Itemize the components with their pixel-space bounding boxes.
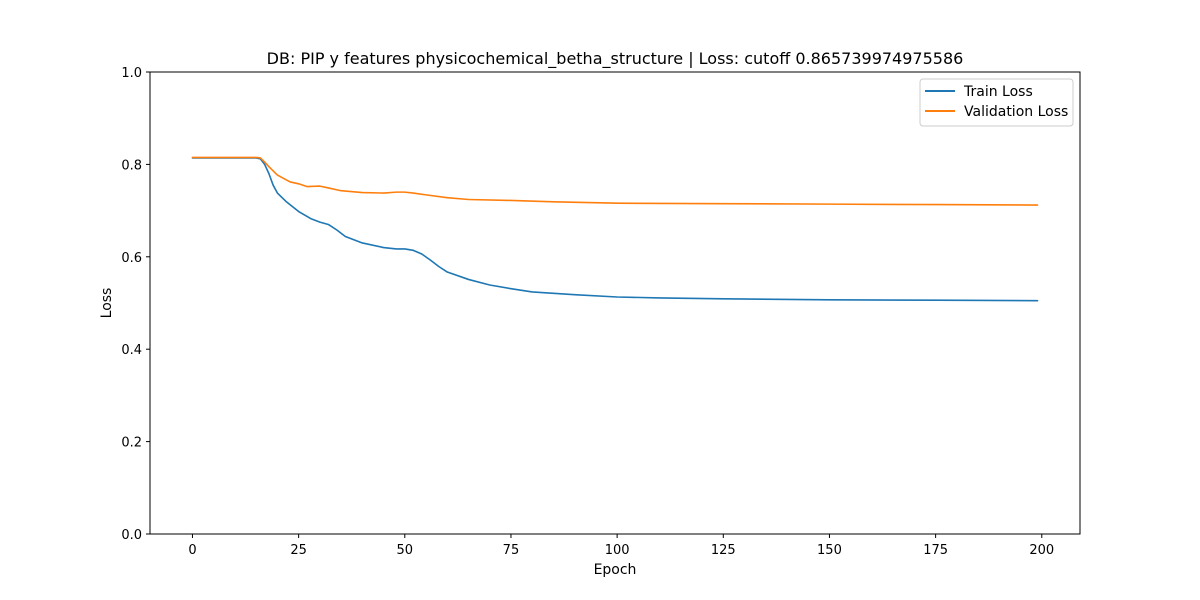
x-tick-label: 50 [397, 543, 414, 558]
y-tick-label: 0.4 [121, 343, 142, 358]
y-tick-label: 1.0 [121, 66, 142, 81]
y-tick-label: 0.6 [121, 251, 142, 266]
y-axis-ticks: 0.0 0.2 0.4 0.6 0.8 1.0 [121, 66, 150, 543]
y-tick-label: 0.2 [121, 436, 142, 451]
chart-title: DB: PIP y features physicochemical_betha… [267, 49, 964, 69]
x-tick-label: 150 [817, 543, 842, 558]
x-tick-label: 200 [1029, 543, 1054, 558]
legend-label-train: Train Loss [963, 84, 1033, 100]
legend-box [919, 78, 1074, 127]
x-tick-label: 175 [923, 543, 948, 558]
series-line-validation-loss [191, 156, 1039, 206]
legend-label-validation: Validation Loss [964, 104, 1068, 120]
y-tick-label: 0.8 [121, 158, 142, 173]
x-axis-label: Epoch [594, 562, 637, 578]
y-tick-label: 0.0 [121, 528, 142, 543]
x-tick-label: 75 [503, 543, 520, 558]
x-tick-label: 125 [711, 543, 736, 558]
series-line-train-loss [191, 157, 1039, 302]
plot-frame [149, 71, 1081, 535]
x-axis-ticks: 0 25 50 75 100 125 150 175 200 [188, 534, 1054, 558]
plot-lines [191, 156, 1039, 302]
y-axis-label: Loss [99, 288, 115, 319]
x-tick-label: 0 [188, 543, 196, 558]
x-tick-label: 100 [605, 543, 630, 558]
x-tick-label: 25 [290, 543, 307, 558]
legend: Train Loss Validation Loss [919, 78, 1074, 127]
